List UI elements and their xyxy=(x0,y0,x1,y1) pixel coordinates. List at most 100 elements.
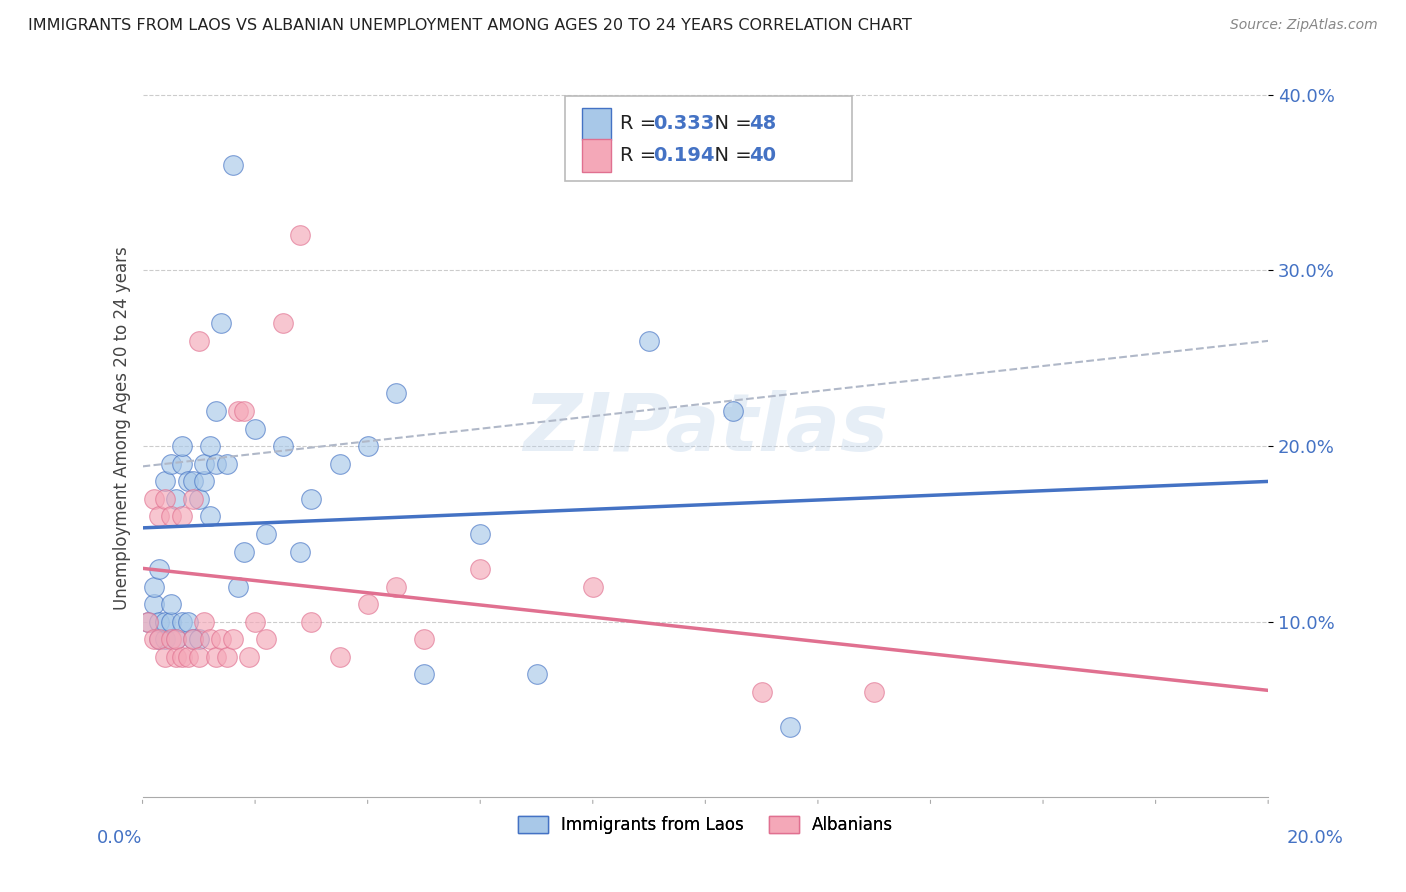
Point xyxy=(153,632,176,647)
Point xyxy=(181,475,204,489)
Point xyxy=(779,720,801,734)
Point xyxy=(385,386,408,401)
Point xyxy=(153,615,176,629)
Point xyxy=(176,649,198,664)
Point xyxy=(863,685,886,699)
Point xyxy=(413,667,436,681)
FancyBboxPatch shape xyxy=(582,108,610,140)
Point xyxy=(165,491,187,506)
Point xyxy=(254,632,277,647)
Point xyxy=(176,475,198,489)
Point xyxy=(148,632,170,647)
Point xyxy=(582,580,605,594)
Point xyxy=(170,439,193,453)
Point xyxy=(198,439,221,453)
Point xyxy=(187,649,209,664)
Point xyxy=(271,316,294,330)
Point xyxy=(159,597,181,611)
Point xyxy=(209,316,232,330)
Point xyxy=(356,439,378,453)
Point xyxy=(204,404,226,418)
Point xyxy=(226,404,249,418)
Point xyxy=(142,580,165,594)
Text: Source: ZipAtlas.com: Source: ZipAtlas.com xyxy=(1230,18,1378,32)
Y-axis label: Unemployment Among Ages 20 to 24 years: Unemployment Among Ages 20 to 24 years xyxy=(114,247,131,610)
Point xyxy=(148,632,170,647)
Text: 0.0%: 0.0% xyxy=(97,830,142,847)
FancyBboxPatch shape xyxy=(582,139,610,172)
Point xyxy=(413,632,436,647)
Point xyxy=(198,632,221,647)
Point xyxy=(148,509,170,524)
Point xyxy=(170,457,193,471)
Text: 40: 40 xyxy=(749,146,776,165)
Point xyxy=(136,615,159,629)
Point xyxy=(193,475,215,489)
Point xyxy=(232,544,254,558)
Point xyxy=(170,615,193,629)
Text: ZIPatlas: ZIPatlas xyxy=(523,390,887,467)
Point xyxy=(136,615,159,629)
Point xyxy=(170,649,193,664)
Text: 48: 48 xyxy=(749,114,776,133)
Point xyxy=(193,457,215,471)
Point xyxy=(470,562,492,576)
Point xyxy=(215,457,238,471)
Point xyxy=(187,491,209,506)
FancyBboxPatch shape xyxy=(565,96,852,181)
Point xyxy=(193,615,215,629)
Point xyxy=(221,158,243,172)
Point xyxy=(159,509,181,524)
Point xyxy=(187,632,209,647)
Point xyxy=(142,491,165,506)
Point xyxy=(232,404,254,418)
Text: 0.194: 0.194 xyxy=(654,146,716,165)
Point xyxy=(181,491,204,506)
Text: R =: R = xyxy=(620,146,662,165)
Point xyxy=(470,527,492,541)
Text: 0.333: 0.333 xyxy=(654,114,714,133)
Point xyxy=(288,228,311,243)
Point xyxy=(723,404,745,418)
Point xyxy=(751,685,773,699)
Text: N =: N = xyxy=(702,146,758,165)
Point xyxy=(170,509,193,524)
Point xyxy=(148,615,170,629)
Point xyxy=(226,580,249,594)
Point xyxy=(638,334,661,348)
Point xyxy=(385,580,408,594)
Text: 20.0%: 20.0% xyxy=(1286,830,1343,847)
Point xyxy=(153,475,176,489)
Text: R =: R = xyxy=(620,114,662,133)
Point xyxy=(198,509,221,524)
Point xyxy=(159,457,181,471)
Point xyxy=(328,457,350,471)
Point xyxy=(181,632,204,647)
Legend: Immigrants from Laos, Albanians: Immigrants from Laos, Albanians xyxy=(510,809,900,841)
Point xyxy=(209,632,232,647)
Text: N =: N = xyxy=(702,114,758,133)
Point xyxy=(243,421,266,435)
Point xyxy=(288,544,311,558)
Point xyxy=(328,649,350,664)
Point xyxy=(526,667,548,681)
Point xyxy=(299,615,322,629)
Point xyxy=(153,649,176,664)
Point xyxy=(221,632,243,647)
Point xyxy=(159,632,181,647)
Point xyxy=(165,632,187,647)
Point xyxy=(215,649,238,664)
Point xyxy=(148,562,170,576)
Point xyxy=(153,491,176,506)
Text: IMMIGRANTS FROM LAOS VS ALBANIAN UNEMPLOYMENT AMONG AGES 20 TO 24 YEARS CORRELAT: IMMIGRANTS FROM LAOS VS ALBANIAN UNEMPLO… xyxy=(28,18,912,33)
Point xyxy=(165,649,187,664)
Point xyxy=(165,632,187,647)
Point xyxy=(176,615,198,629)
Point xyxy=(271,439,294,453)
Point xyxy=(299,491,322,506)
Point xyxy=(356,597,378,611)
Point xyxy=(204,457,226,471)
Point xyxy=(142,597,165,611)
Point xyxy=(181,632,204,647)
Point xyxy=(187,334,209,348)
